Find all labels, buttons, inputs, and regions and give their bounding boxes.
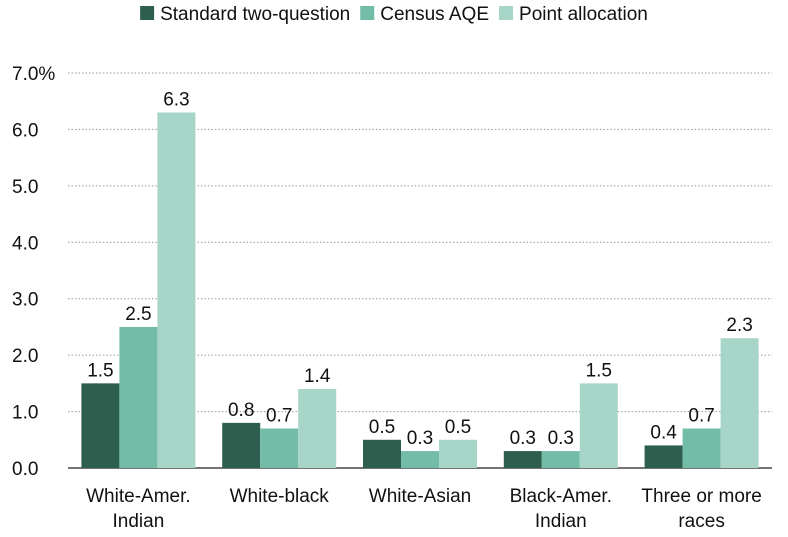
- y-tick-label: 5.0: [12, 177, 38, 198]
- category-label: Three or more races: [641, 486, 761, 532]
- data-label: 0.8: [228, 400, 254, 421]
- y-tick-label: 6.0: [12, 120, 38, 141]
- category-label: White-Amer. Indian: [86, 486, 191, 532]
- y-tick-label: 2.0: [12, 346, 38, 367]
- bar: [503, 451, 542, 468]
- bar: [644, 445, 683, 468]
- y-tick-label: 3.0: [12, 290, 38, 311]
- data-label: 0.4: [650, 422, 677, 443]
- bar: [401, 451, 439, 468]
- bar: [157, 112, 196, 468]
- bar: [260, 428, 299, 468]
- category-label: White-Asian: [369, 486, 471, 507]
- category-label: Black-Amer. Indian: [510, 486, 612, 532]
- legend-label: Census AQE: [380, 4, 489, 25]
- data-label: 0.3: [510, 428, 536, 449]
- y-tick-label: 4.0: [12, 233, 38, 254]
- bar: [541, 451, 580, 468]
- legend-item: Standard two-question: [140, 4, 350, 25]
- bar: [81, 383, 120, 468]
- data-label: 0.7: [266, 406, 292, 427]
- legend-label: Point allocation: [519, 4, 648, 25]
- bars: [81, 112, 759, 468]
- legend-item: Point allocation: [499, 4, 648, 25]
- legend-label: Standard two-question: [160, 4, 350, 25]
- category-label: White-black: [230, 486, 330, 507]
- category-labels: White-Amer. Indian White-black White-Asian B…: [86, 486, 762, 532]
- y-tick-label: 7.0%: [12, 64, 55, 85]
- data-label: 0.3: [407, 428, 433, 449]
- bar: [119, 326, 158, 468]
- data-label: 1.5: [586, 360, 612, 381]
- bar: [439, 439, 477, 468]
- data-label: 6.3: [163, 90, 189, 111]
- y-tick-label: 1.0: [12, 403, 38, 424]
- legend: Standard two-question Census AQE Point all…: [140, 4, 648, 25]
- bar: [720, 338, 759, 468]
- bar: [682, 428, 721, 468]
- bar: [579, 383, 618, 468]
- data-label: 2.3: [726, 315, 752, 336]
- data-label: 2.5: [125, 304, 151, 325]
- data-label: 1.5: [87, 360, 113, 381]
- data-label: 0.5: [369, 417, 395, 438]
- legend-swatch: [360, 6, 375, 20]
- y-axis-tick-labels: 0.0 1.0 2.0 3.0 4.0 5.0 6.0 7.0%: [12, 64, 55, 480]
- legend-swatch: [140, 6, 155, 20]
- y-tick-label: 0.0: [12, 459, 38, 480]
- data-label: 1.4: [304, 366, 331, 387]
- bar: [222, 422, 261, 468]
- data-labels: 1.5 2.5 6.3 0.8 0.7 1.4 0.5 0.3 0.5 0.3 0.3 1.5 0.4 0…: [87, 90, 753, 450]
- data-label: 0.3: [548, 428, 574, 449]
- legend-swatch: [499, 6, 514, 20]
- data-label: 0.7: [688, 406, 714, 427]
- legend-item: Census AQE: [360, 4, 489, 25]
- bar: [298, 389, 337, 468]
- data-label: 0.5: [445, 417, 471, 438]
- bar: [363, 439, 401, 468]
